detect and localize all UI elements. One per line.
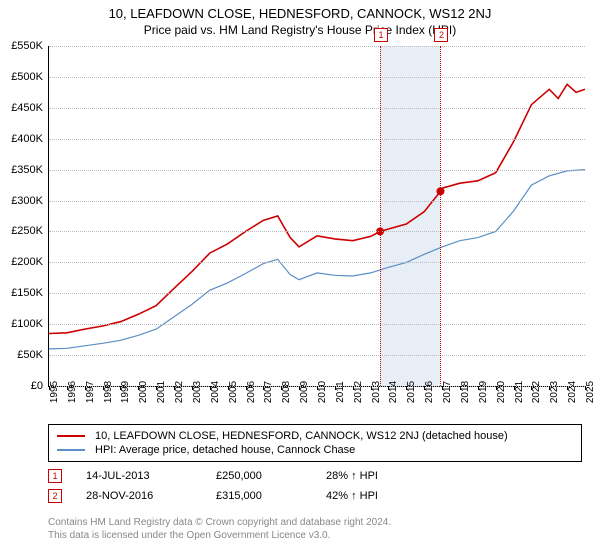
y-axis-label: £200K (11, 256, 43, 268)
x-axis-label: 2025 (585, 381, 596, 403)
footer-line: Contains HM Land Registry data © Crown c… (48, 516, 391, 529)
transaction-price: £250,000 (216, 470, 326, 482)
transaction-row: 2 28-NOV-2016£315,00042% ↑ HPI (48, 486, 582, 506)
x-axis-label: 2003 (192, 381, 203, 403)
x-axis-label: 2015 (406, 381, 417, 403)
x-axis-label: 2019 (478, 381, 489, 403)
chart-subtitle: Price paid vs. HM Land Registry's House … (0, 21, 600, 41)
chart-svg (49, 46, 585, 386)
transaction-row: 1 14-JUL-2013£250,00028% ↑ HPI (48, 466, 582, 486)
gridline (49, 77, 585, 78)
legend: 10, LEAFDOWN CLOSE, HEDNESFORD, CANNOCK,… (48, 424, 582, 462)
x-axis-label: 2024 (567, 381, 578, 403)
x-axis-label: 2006 (246, 381, 257, 403)
x-axis-label: 2017 (442, 381, 453, 403)
x-axis-label: 1999 (120, 381, 131, 403)
gridline (49, 262, 585, 263)
transaction-price: £315,000 (216, 490, 326, 502)
x-axis-label: 2016 (424, 381, 435, 403)
marker-vline (380, 46, 381, 386)
legend-item: HPI: Average price, detached house, Cann… (57, 443, 573, 457)
y-axis-label: £450K (11, 102, 43, 114)
gridline (49, 46, 585, 47)
legend-swatch (57, 449, 85, 451)
gridline (49, 324, 585, 325)
x-axis-label: 2001 (156, 381, 167, 403)
series-line-property (49, 84, 585, 333)
y-axis-label: £500K (11, 71, 43, 83)
chart-plot-area: £0£50K£100K£150K£200K£250K£300K£350K£400… (48, 46, 585, 387)
gridline (49, 355, 585, 356)
gridline (49, 201, 585, 202)
transaction-date: 28-NOV-2016 (86, 490, 216, 502)
x-axis-label: 2014 (388, 381, 399, 403)
y-axis-label: £350K (11, 164, 43, 176)
transaction-marker: 1 (48, 469, 62, 483)
transaction-date: 14-JUL-2013 (86, 470, 216, 482)
gridline (49, 139, 585, 140)
y-axis-label: £150K (11, 287, 43, 299)
x-axis-label: 2000 (138, 381, 149, 403)
footer-attribution: Contains HM Land Registry data © Crown c… (48, 516, 391, 542)
x-axis-label: 2008 (281, 381, 292, 403)
x-axis-label: 2010 (317, 381, 328, 403)
legend-label: 10, LEAFDOWN CLOSE, HEDNESFORD, CANNOCK,… (95, 430, 508, 442)
y-axis-label: £0 (31, 380, 43, 392)
gridline (49, 293, 585, 294)
legend-label: HPI: Average price, detached house, Cann… (95, 444, 355, 456)
gridline (49, 170, 585, 171)
x-axis-label: 2012 (353, 381, 364, 403)
x-axis-label: 1996 (67, 381, 78, 403)
marker-label: 2 (434, 28, 448, 42)
x-axis-label: 1995 (49, 381, 60, 403)
x-axis-label: 2018 (460, 381, 471, 403)
transaction-hpi: 42% ↑ HPI (326, 490, 436, 502)
gridline (49, 231, 585, 232)
gridline (49, 108, 585, 109)
y-axis-label: £300K (11, 195, 43, 207)
transactions-table: 1 14-JUL-2013£250,00028% ↑ HPI 2 28-NOV-201… (48, 466, 582, 506)
transaction-hpi: 28% ↑ HPI (326, 470, 436, 482)
legend-item: 10, LEAFDOWN CLOSE, HEDNESFORD, CANNOCK,… (57, 429, 573, 443)
x-axis-label: 2011 (335, 381, 346, 403)
x-axis-label: 2023 (549, 381, 560, 403)
x-axis-label: 2005 (228, 381, 239, 403)
chart-title: 10, LEAFDOWN CLOSE, HEDNESFORD, CANNOCK,… (0, 0, 600, 21)
legend-swatch (57, 435, 85, 437)
series-line-hpi (49, 170, 585, 349)
x-axis-label: 2022 (531, 381, 542, 403)
marker-label: 1 (374, 28, 388, 42)
y-axis-label: £50K (17, 349, 43, 361)
x-axis-label: 2020 (496, 381, 507, 403)
x-axis-label: 2004 (210, 381, 221, 403)
footer-line: This data is licensed under the Open Gov… (48, 529, 391, 542)
x-axis-label: 2007 (263, 381, 274, 403)
x-axis-label: 2002 (174, 381, 185, 403)
x-axis-label: 2009 (299, 381, 310, 403)
marker-vline (440, 46, 441, 386)
transaction-marker: 2 (48, 489, 62, 503)
y-axis-label: £100K (11, 318, 43, 330)
y-axis-label: £250K (11, 225, 43, 237)
y-axis-label: £400K (11, 133, 43, 145)
x-axis-label: 1997 (85, 381, 96, 403)
y-axis-label: £550K (11, 40, 43, 52)
x-axis-label: 1998 (103, 381, 114, 403)
x-axis-label: 2021 (514, 381, 525, 403)
